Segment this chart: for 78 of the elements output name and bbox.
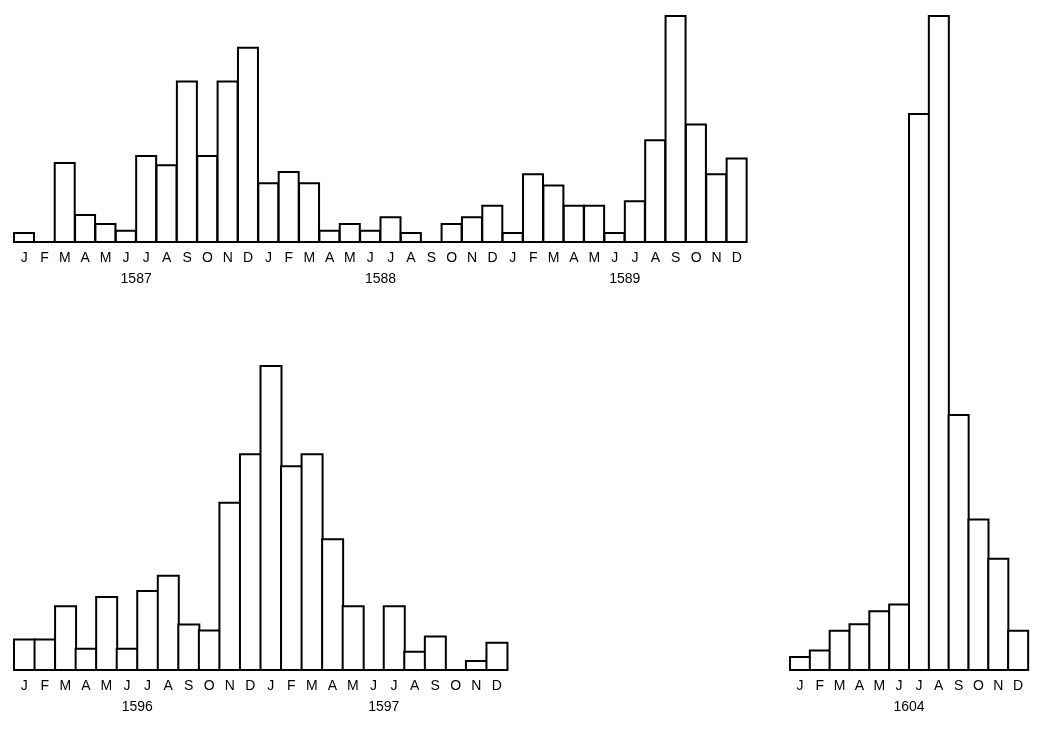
text: 1604 (892, 698, 926, 714)
x-tick-label: O (450, 676, 462, 693)
x-tick-label: S (953, 676, 964, 693)
x-tick-label: O (690, 248, 702, 265)
x-tick-label: F (40, 248, 49, 265)
x-tick-label: S (430, 676, 440, 693)
x-tick-label: M (833, 676, 846, 693)
x-tick-label: A (934, 676, 945, 693)
x-tick-label: M (306, 676, 318, 693)
x-tick-label: N (224, 676, 235, 693)
x-tick-label: O (446, 248, 458, 265)
x-tick-label: S (183, 676, 194, 693)
x-tick-label: J (895, 676, 903, 693)
x-tick-label: A (80, 248, 91, 265)
x-tick-label: O (203, 676, 215, 693)
x-tick-label: A (409, 676, 420, 693)
x-tick-label: J (915, 676, 923, 693)
x-tick-label: D (491, 676, 502, 693)
x-tick-label: O (201, 248, 213, 265)
x-tick-label: M (588, 248, 601, 265)
x-tick-label: M (59, 248, 71, 265)
x-tick-label: F (284, 248, 294, 265)
x-tick-label: J (366, 248, 374, 265)
x-tick-label: A (162, 248, 173, 265)
x-tick-label: J (509, 248, 517, 265)
x-tick-label: J (796, 676, 804, 693)
x-tick-label: M (347, 676, 359, 693)
x-tick-label: N (471, 676, 482, 693)
x-tick-label: N (467, 248, 478, 265)
x-tick-label: J (123, 676, 131, 693)
x-tick-label: A (327, 676, 338, 693)
x-tick-label: S (671, 248, 681, 265)
x-tick-label: A (854, 676, 865, 693)
x-tick-label: M (99, 248, 112, 265)
x-tick-label: J (265, 248, 273, 265)
text: 1587 (119, 270, 153, 286)
x-tick-label: J (369, 676, 377, 693)
x-tick-label: J (631, 248, 639, 265)
x-tick-label: D (243, 248, 254, 265)
x-tick-label: A (569, 248, 580, 265)
x-tick-label: M (303, 248, 316, 265)
x-tick-label: A (324, 248, 335, 265)
x-tick-label: F (287, 676, 296, 693)
x-tick-label: J (20, 248, 28, 265)
x-tick-label: M (344, 248, 356, 265)
x-tick-label: M (547, 248, 560, 265)
x-tick-label: A (163, 676, 174, 693)
x-tick-label: S (182, 248, 192, 265)
x-tick-label: J (122, 248, 130, 265)
x-tick-label: F (815, 676, 825, 693)
x-tick-label: N (993, 676, 1004, 693)
x-tick-label: J (144, 676, 152, 693)
x-tick-label: J (142, 248, 150, 265)
x-tick-label: N (711, 248, 722, 265)
x-tick-label: J (390, 676, 398, 693)
x-tick-label: M (100, 676, 113, 693)
x-tick-label: A (650, 248, 661, 265)
text: 1596 (120, 698, 154, 714)
x-tick-label: S (426, 248, 437, 265)
x-tick-label: D (487, 248, 498, 265)
text: 1589 (608, 270, 642, 286)
x-tick-label: J (387, 248, 395, 265)
x-tick-label: D (245, 676, 256, 693)
x-tick-label: A (81, 676, 92, 693)
x-tick-label: N (222, 248, 233, 265)
x-tick-label: J (267, 676, 275, 693)
x-tick-label: F (528, 248, 538, 265)
x-tick-label: M (59, 676, 72, 693)
x-tick-label: M (873, 676, 886, 693)
x-tick-label: D (1013, 676, 1024, 693)
text: 1588 (363, 270, 398, 286)
x-tick-label: A (406, 248, 417, 265)
x-tick-label: J (20, 676, 28, 693)
x-tick-label: O (972, 676, 984, 693)
text: 1597 (367, 698, 401, 714)
x-tick-label: J (611, 248, 619, 265)
x-tick-label: D (731, 248, 742, 265)
x-tick-label: F (40, 676, 50, 693)
